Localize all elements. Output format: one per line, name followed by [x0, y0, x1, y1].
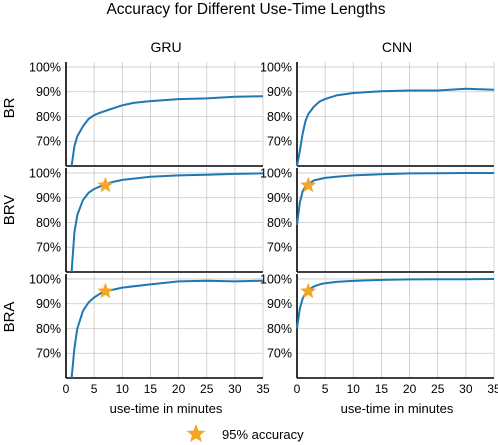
y-tick-label: 90% — [267, 191, 292, 205]
panel-br-cnn: 70% 80% 90% 100% — [260, 60, 495, 167]
panel-brv-cnn: 70% 80% 90% 100% — [260, 166, 495, 273]
legend: 95% accuracy — [186, 424, 304, 443]
y-tick-label: 100% — [29, 272, 61, 286]
star-icon — [97, 176, 114, 193]
y-tick-label: 90% — [267, 85, 292, 99]
y-tick-label: 100% — [260, 60, 292, 74]
y-tick-label: 70% — [267, 347, 292, 361]
y-tick-label: 80% — [36, 322, 61, 336]
x-tick-label: 25 — [431, 382, 445, 396]
star-icon — [300, 176, 317, 193]
y-tick-label: 90% — [36, 85, 61, 99]
y-tick-label: 80% — [267, 322, 292, 336]
x-tick-label: 30 — [459, 382, 473, 396]
row-label-br: BR — [1, 97, 18, 118]
series-line — [296, 87, 495, 167]
x-tick-label: 5 — [91, 382, 98, 396]
x-tick-label: 15 — [144, 382, 158, 396]
x-tick-label: 20 — [403, 382, 417, 396]
series-line — [296, 278, 495, 329]
y-tick-label: 70% — [36, 241, 61, 255]
row-label-brv: BRV — [1, 195, 18, 226]
x-tick-label: 25 — [200, 382, 214, 396]
series-line — [70, 279, 264, 379]
x-tick-label: 35 — [256, 382, 270, 396]
x-axis-label-cnn: use-time in minutes — [341, 401, 454, 416]
x-tick-label: 15 — [375, 382, 389, 396]
x-tick-label: 5 — [322, 382, 329, 396]
y-tick-label: 70% — [36, 347, 61, 361]
x-tick-label: 10 — [116, 382, 130, 396]
x-axis-label-gru: use-time in minutes — [110, 401, 223, 416]
x-tick-label: 0 — [294, 382, 301, 396]
y-tick-label: 100% — [260, 166, 292, 180]
panels: 70%80%90%100%70%80%90%100%70%80%90%100%7… — [29, 60, 498, 396]
panel-bra-cnn: 70% 80% 90% 100% 0 5 10 15 20 25 30 35 — [260, 272, 498, 396]
series-line — [296, 172, 494, 226]
y-tick-label: 90% — [267, 297, 292, 311]
x-tick-label: 0 — [63, 382, 70, 396]
x-tick-label: 35 — [487, 382, 498, 396]
column-title-gru: GRU — [150, 39, 181, 55]
panel-br-gru: 70% 80% 90% 100% — [29, 60, 264, 167]
panel-brv-gru: 70% 80% 90% 100% — [29, 166, 264, 273]
y-tick-label: 80% — [36, 110, 61, 124]
panel-bra-gru: 70% 80% 90% 100% 0 5 10 15 20 25 30 35 — [29, 272, 270, 396]
y-tick-label: 90% — [36, 191, 61, 205]
star-icon — [97, 282, 114, 299]
y-tick-label: 100% — [29, 60, 61, 74]
series-line — [70, 95, 264, 167]
legend-label: 95% accuracy — [222, 427, 304, 442]
y-tick-label: 70% — [267, 241, 292, 255]
star-icon — [186, 424, 206, 443]
star-icon — [300, 282, 317, 299]
column-title-cnn: CNN — [382, 39, 412, 55]
y-tick-label: 80% — [267, 216, 292, 230]
x-tick-label: 10 — [347, 382, 361, 396]
chart-title: Accuracy for Different Use-Time Lengths — [106, 1, 385, 18]
y-tick-label: 80% — [36, 216, 61, 230]
y-tick-label: 90% — [36, 297, 61, 311]
y-tick-label: 100% — [29, 166, 61, 180]
row-label-bra: BRA — [1, 302, 18, 333]
x-tick-label: 20 — [172, 382, 186, 396]
y-tick-label: 100% — [260, 272, 292, 286]
y-tick-label: 80% — [267, 110, 292, 124]
x-tick-label: 30 — [228, 382, 242, 396]
y-tick-label: 70% — [267, 135, 292, 149]
y-tick-label: 70% — [36, 135, 61, 149]
